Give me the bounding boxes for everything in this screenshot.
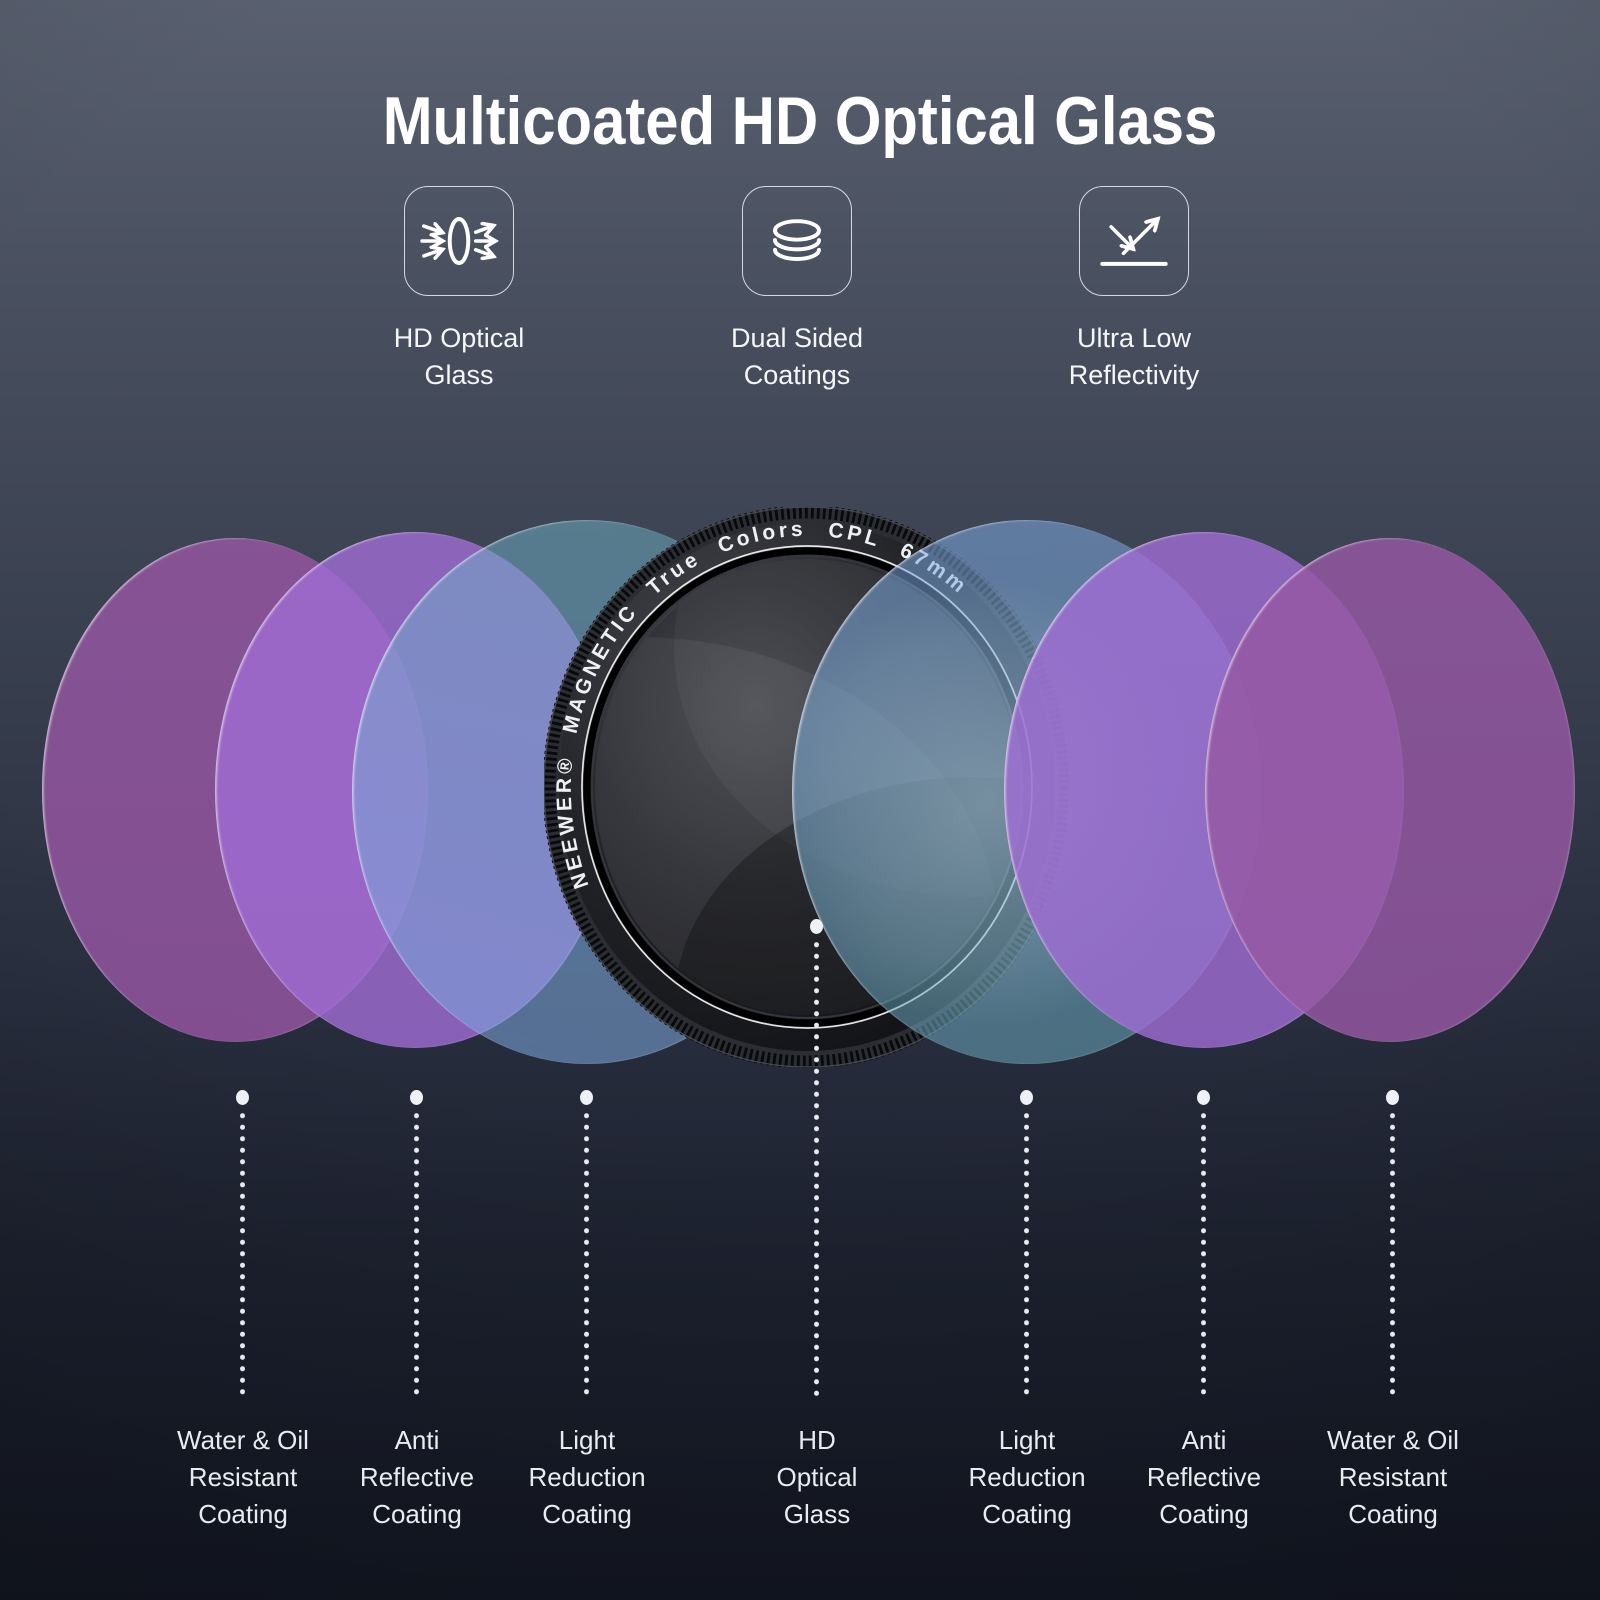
callout-dot [580,1090,593,1105]
callout-dotted-line [814,939,819,1398]
feature-label: Dual Sided Coatings [730,323,864,390]
feature-label: HD Optical Glass [393,323,525,390]
feature-label: Ultra Low Reflectivity [1068,323,1200,390]
feature-hd-optical-glass: HD Optical Glass [344,186,574,394]
callout-light-reduction-right [1020,1090,1033,1398]
callout-dotted-line [584,1110,589,1398]
callout-dot [410,1090,423,1105]
callout-water-oil-right [1386,1090,1399,1398]
callout-dotted-line [1390,1110,1395,1398]
callout-dot [1386,1090,1399,1105]
stacked-coatings-icon [742,186,852,296]
layer-label-anti-reflective-right: Anti Reflective Coating [1146,1425,1262,1529]
layer-ellipse-water-oil-right [1205,538,1575,1042]
callout-water-oil-left [236,1090,249,1398]
callout-dot [810,919,823,934]
callout-anti-reflective-left [410,1090,423,1398]
callout-dot [1020,1090,1033,1105]
callout-dotted-line [1024,1110,1029,1398]
feature-ultra-low-reflectivity: Ultra Low Reflectivity [1019,186,1249,394]
layer-label-anti-reflective-left: Anti Reflective Coating [359,1425,475,1529]
light-reflection-icon [1079,186,1189,296]
lens-light-rays-icon [404,186,514,296]
layer-label-hd-optical-glass: HD Optical Glass [776,1425,858,1529]
callout-dot [1197,1090,1210,1105]
callout-anti-reflective-right [1197,1090,1210,1398]
callout-dotted-line [1201,1110,1206,1398]
layer-label-light-reduction-left: Light Reduction Coating [528,1425,646,1529]
layer-label-water-oil-right: Water & Oil Resistant Coating [1327,1425,1459,1529]
page-title: Multicoated HD Optical Glass [382,82,1218,159]
callout-dotted-line [240,1110,245,1398]
callout-dot [236,1090,249,1105]
callout-light-reduction-left [580,1090,593,1398]
feature-dual-sided-coatings: Dual Sided Coatings [682,186,912,394]
layer-label-light-reduction-right: Light Reduction Coating [968,1425,1086,1529]
callout-hd-optical-glass [810,919,823,1398]
callout-dotted-line [414,1110,419,1398]
layer-label-water-oil-left: Water & Oil Resistant Coating [177,1425,309,1529]
